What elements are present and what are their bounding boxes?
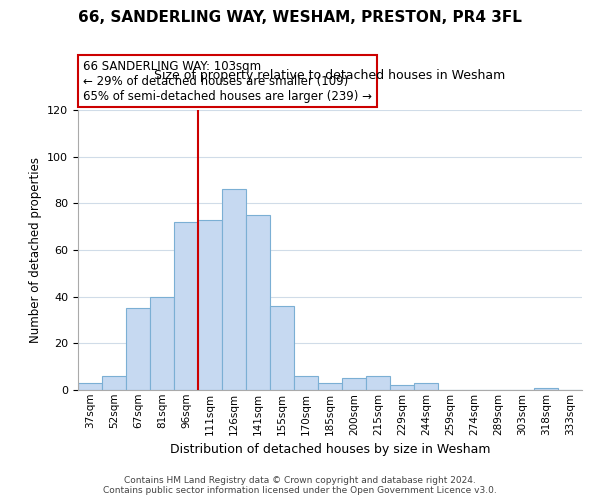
Text: Contains HM Land Registry data © Crown copyright and database right 2024.
Contai: Contains HM Land Registry data © Crown c… (103, 476, 497, 495)
Bar (150, 296, 174, 390)
X-axis label: Distribution of detached houses by size in Wesham: Distribution of detached houses by size … (170, 443, 490, 456)
Bar (366, 376, 390, 390)
Bar (414, 383, 438, 390)
Bar (294, 376, 318, 390)
Bar (102, 376, 126, 390)
Bar (198, 220, 222, 390)
Y-axis label: Number of detached properties: Number of detached properties (29, 157, 41, 343)
Bar (174, 222, 198, 390)
Title: Size of property relative to detached houses in Wesham: Size of property relative to detached ho… (154, 70, 506, 82)
Bar (342, 378, 366, 390)
Bar (270, 306, 294, 390)
Text: 66, SANDERLING WAY, WESHAM, PRESTON, PR4 3FL: 66, SANDERLING WAY, WESHAM, PRESTON, PR4… (78, 10, 522, 25)
Bar (78, 383, 102, 390)
Bar (246, 215, 270, 390)
Bar (222, 190, 246, 390)
Bar (318, 383, 342, 390)
Text: 66 SANDERLING WAY: 103sqm
← 29% of detached houses are smaller (109)
65% of semi: 66 SANDERLING WAY: 103sqm ← 29% of detac… (83, 60, 372, 102)
Bar (390, 386, 414, 390)
Bar (126, 308, 150, 390)
Bar (534, 388, 558, 390)
